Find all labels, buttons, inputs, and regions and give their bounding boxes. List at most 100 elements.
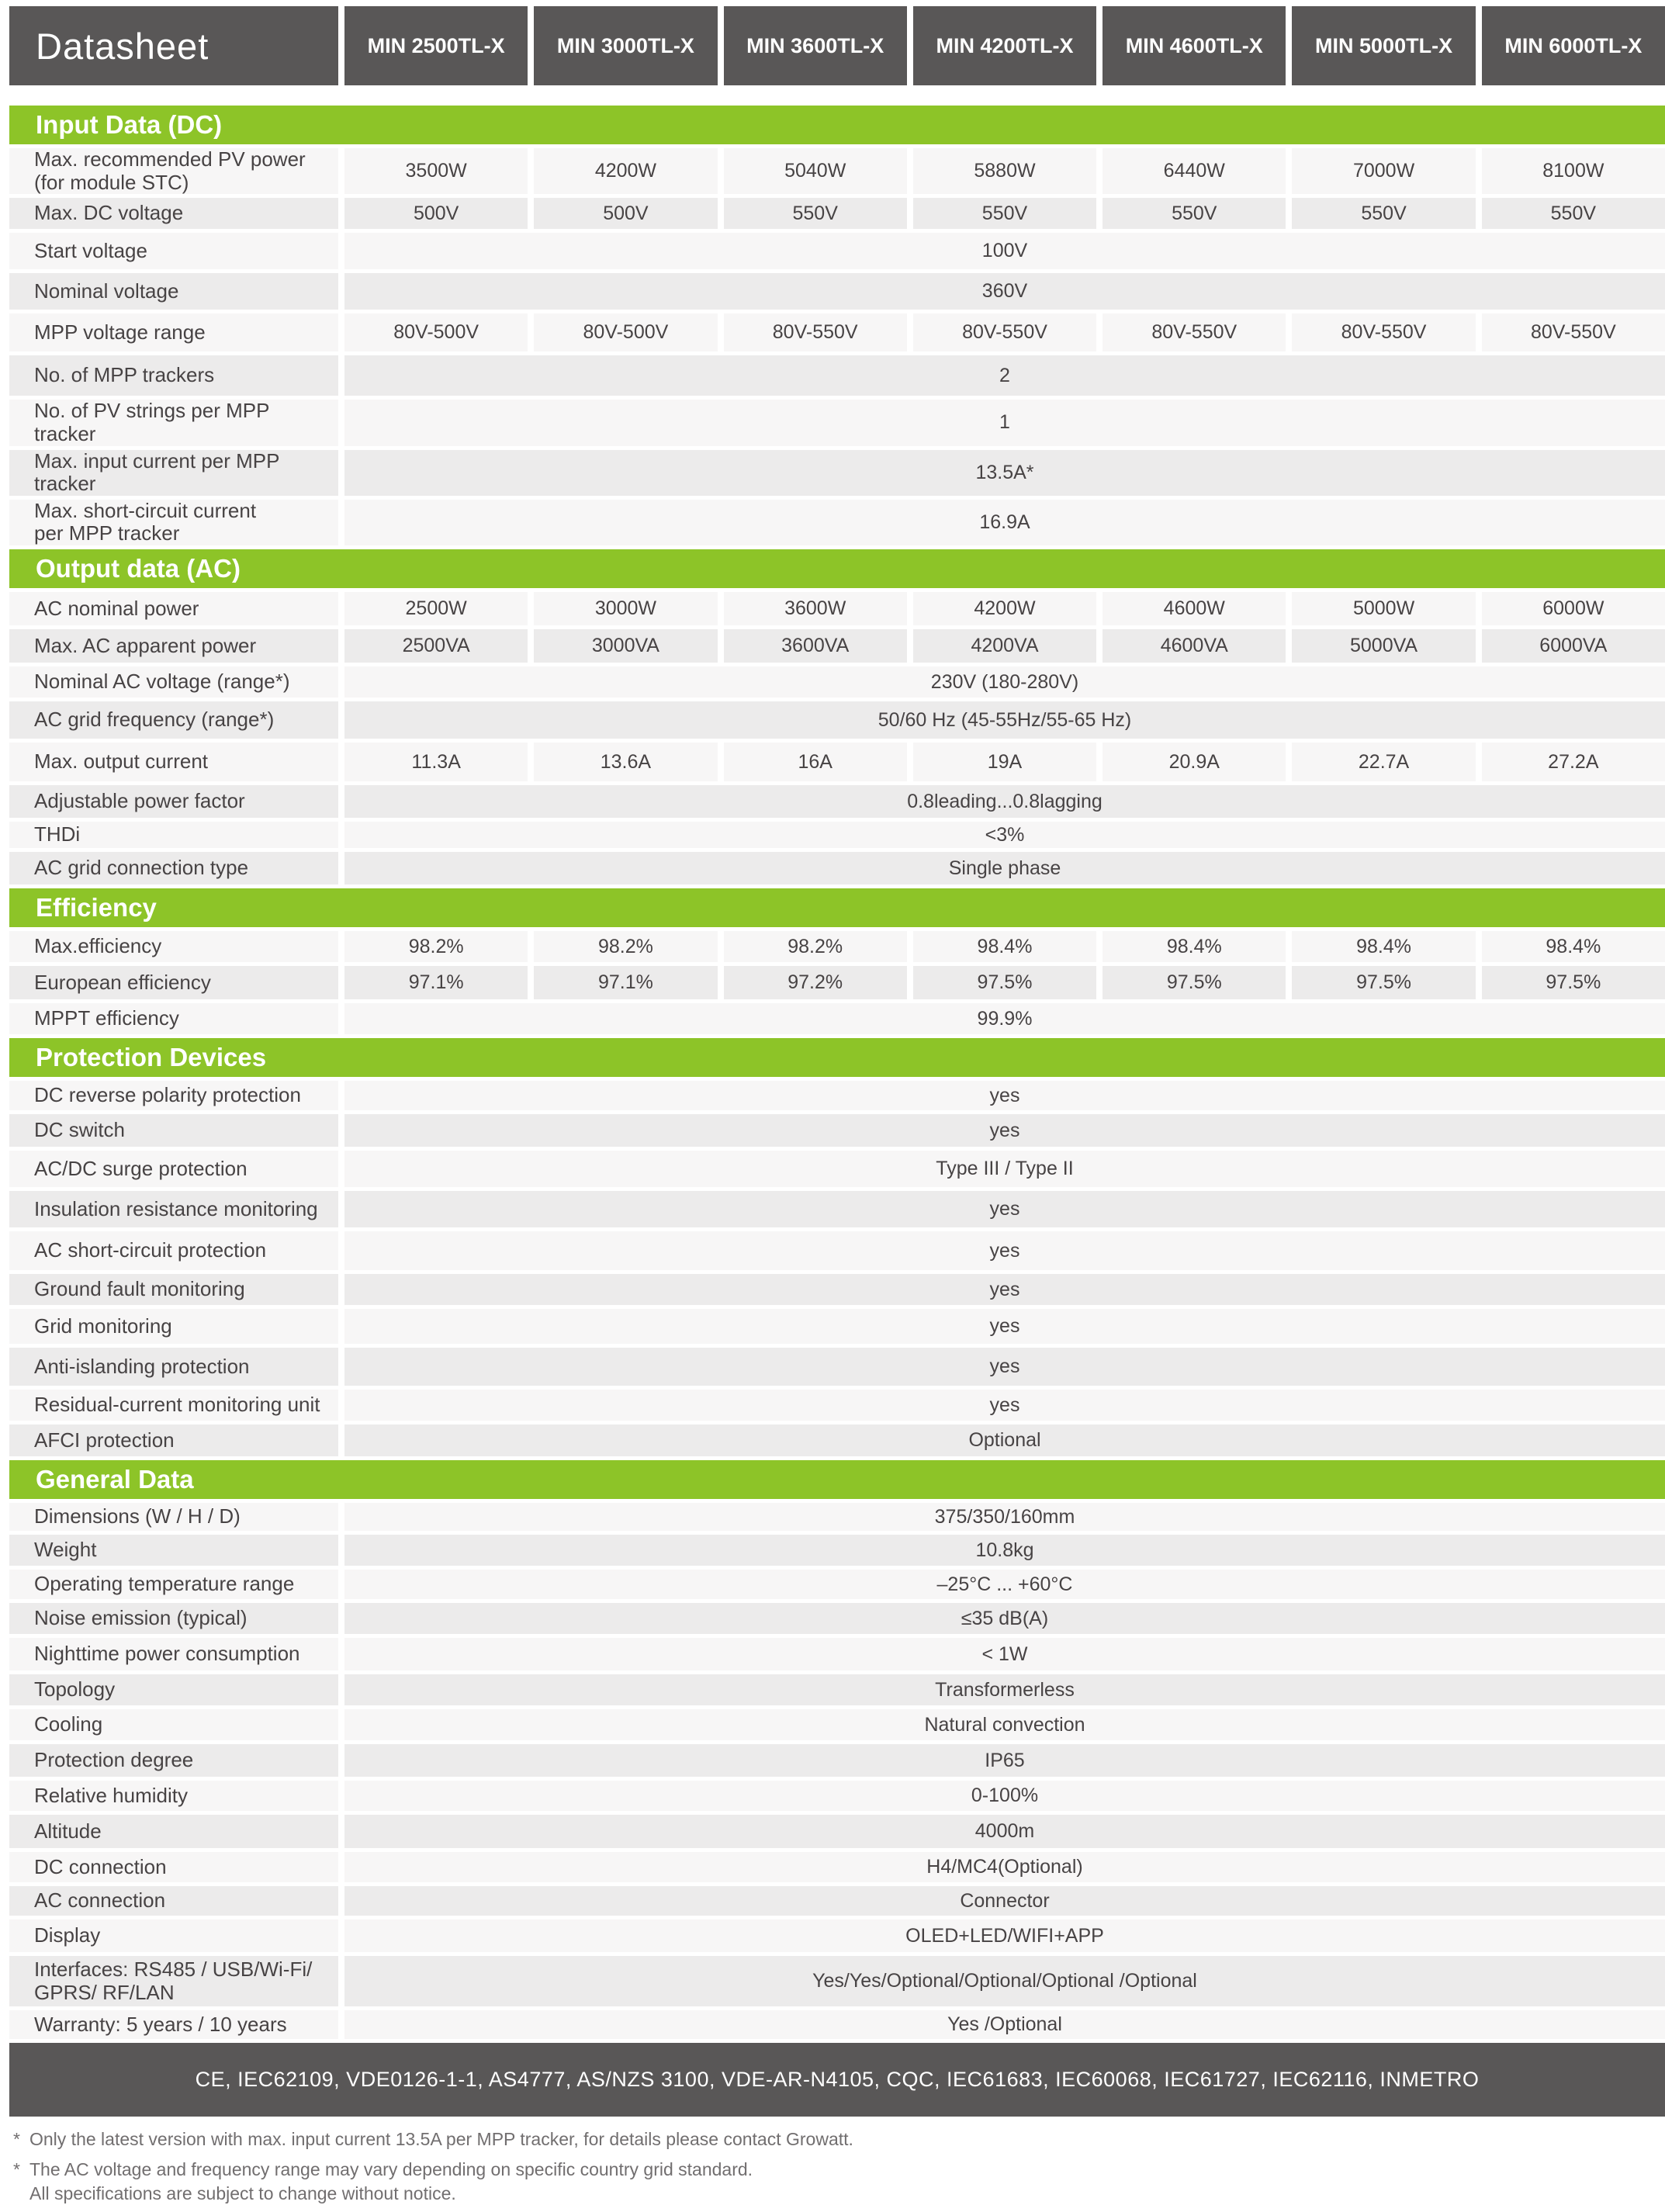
- spec-value: 2500W: [344, 592, 528, 625]
- spec-row: Topology Transformerless: [9, 1674, 1665, 1705]
- spec-row: Altitude 4000m: [9, 1815, 1665, 1848]
- spec-label: Cooling: [9, 1709, 338, 1740]
- spec-value: 80V-550V: [1292, 313, 1476, 352]
- spec-value-span: 230V (180-280V): [344, 666, 1665, 698]
- model-header: MIN 3000TL-X: [534, 6, 718, 85]
- spec-value-span: yes: [344, 1081, 1665, 1110]
- spec-value: 4200W: [534, 148, 718, 195]
- model-header: MIN 3600TL-X: [723, 6, 907, 85]
- spec-row: Nighttime power consumption < 1W: [9, 1638, 1665, 1670]
- spec-value: 80V-550V: [1481, 313, 1665, 352]
- footnote-marker: *: [13, 2159, 20, 2180]
- spec-label: AC nominal power: [9, 592, 338, 625]
- spec-row: DC connection H4/MC4(Optional): [9, 1852, 1665, 1882]
- spec-value: 4600W: [1102, 592, 1286, 625]
- spec-label: Max. input current per MPP tracker: [9, 449, 338, 496]
- spec-label: MPPT efficiency: [9, 1003, 338, 1034]
- spec-row: Adjustable power factor 0.8leading...0.8l…: [9, 785, 1665, 818]
- spec-value: 11.3A: [344, 743, 528, 781]
- spec-value: 20.9A: [1102, 743, 1286, 781]
- spec-value: 98.4%: [1102, 931, 1286, 962]
- spec-value: 500V: [534, 198, 718, 230]
- spec-value: 27.2A: [1481, 743, 1665, 781]
- spec-label: Max. DC voltage: [9, 198, 338, 230]
- footnote: * The AC voltage and frequency range may …: [9, 2158, 1665, 2205]
- spec-row: AC nominal power 2500W 3000W 3600W 4200W 4600…: [9, 592, 1665, 625]
- spec-value-span: 1: [344, 400, 1665, 446]
- spec-row: European efficiency 97.1% 97.1% 97.2% 97.5% 9…: [9, 966, 1665, 999]
- spec-label: AC short-circuit protection: [9, 1231, 338, 1270]
- spec-value: 80V-500V: [344, 313, 528, 352]
- spec-value: 98.4%: [1481, 931, 1665, 962]
- spec-label: AC grid connection type: [9, 852, 338, 884]
- spec-row: Nominal AC voltage (range*) 230V (180-280…: [9, 666, 1665, 698]
- spec-value: 98.4%: [1292, 931, 1476, 962]
- spec-value-span: Yes/Yes/Optional/Optional/Optional /Opti…: [344, 1956, 1665, 2006]
- spec-value: 550V: [1481, 198, 1665, 230]
- spec-value: 8100W: [1481, 148, 1665, 195]
- spec-row: Max.efficiency 98.2% 98.2% 98.2% 98.4% 98.4% 9…: [9, 931, 1665, 962]
- spec-row: AC short-circuit protection yes: [9, 1231, 1665, 1270]
- spec-value: 98.4%: [912, 931, 1097, 962]
- model-header: MIN 6000TL-X: [1481, 6, 1665, 85]
- spec-label: Insulation resistance monitoring: [9, 1191, 338, 1227]
- spec-value: 98.2%: [534, 931, 718, 962]
- spec-value: 97.2%: [723, 966, 907, 999]
- spec-row: Operating temperature range –25°C ... +60…: [9, 1570, 1665, 1599]
- section-header: Output data (AC): [9, 549, 1665, 588]
- spec-value-span: < 1W: [344, 1638, 1665, 1670]
- spec-row: THDi <3%: [9, 822, 1665, 848]
- spec-value-span: Single phase: [344, 852, 1665, 884]
- spec-value: 5040W: [723, 148, 907, 195]
- spec-value-span: Natural convection: [344, 1709, 1665, 1740]
- spec-value-span: 50/60 Hz (45-55Hz/55-65 Hz): [344, 701, 1665, 739]
- spec-value: 3600W: [723, 592, 907, 625]
- spec-label: DC reverse polarity protection: [9, 1081, 338, 1110]
- spec-value: 3000VA: [534, 629, 718, 663]
- spec-value-span: yes: [344, 1274, 1665, 1305]
- spec-value-span: IP65: [344, 1744, 1665, 1777]
- spec-value-span: 13.5A*: [344, 449, 1665, 496]
- spec-value: 3000W: [534, 592, 718, 625]
- spec-row: Max. DC voltage 500V 500V 550V 550V 550V 550V 5…: [9, 198, 1665, 230]
- certifications-bar: CE, IEC62109, VDE0126-1-1, AS4777, AS/NZ…: [9, 2043, 1665, 2117]
- spec-row: DC switch yes: [9, 1114, 1665, 1147]
- spec-value: 4200W: [912, 592, 1097, 625]
- spec-row: No. of PV strings per MPP tracker 1: [9, 399, 1665, 446]
- spec-row: Display OLED+LED/WIFI+APP: [9, 1919, 1665, 1952]
- spec-row: Max. output current 11.3A 13.6A 16A 19A 20.9A…: [9, 743, 1665, 781]
- spec-row: Noise emission (typical) ≤35 dB(A): [9, 1603, 1665, 1634]
- spec-value: 80V-550V: [912, 313, 1097, 352]
- spec-row: AC/DC surge protection Type III / Type II: [9, 1151, 1665, 1187]
- spec-row: AC grid connection type Single phase: [9, 852, 1665, 884]
- spec-label: Max.efficiency: [9, 931, 338, 962]
- spec-value-span: 10.8kg: [344, 1535, 1665, 1566]
- spec-label: Interfaces: RS485 / USB/Wi-Fi/ GPRS/ RF/…: [9, 1956, 338, 2006]
- spec-value: 13.6A: [534, 743, 718, 781]
- spec-row: Nominal voltage 360V: [9, 273, 1665, 310]
- model-header: MIN 4600TL-X: [1102, 6, 1286, 85]
- spec-label: Max. short-circuit current per MPP track…: [9, 499, 338, 545]
- spec-value: 97.5%: [1102, 966, 1286, 999]
- spec-label: European efficiency: [9, 966, 338, 999]
- spec-value-span: yes: [344, 1114, 1665, 1147]
- footnotes: * Only the latest version with max. input…: [9, 2127, 1665, 2205]
- spec-row: Start voltage 100V: [9, 233, 1665, 270]
- section-header: Protection Devices: [9, 1038, 1665, 1077]
- spec-value-span: 100V: [344, 233, 1665, 270]
- spec-value-span: Type III / Type II: [344, 1151, 1665, 1187]
- spec-label: Max. output current: [9, 743, 338, 781]
- spec-row: Interfaces: RS485 / USB/Wi-Fi/ GPRS/ RF/…: [9, 1956, 1665, 2006]
- spec-label: Grid monitoring: [9, 1309, 338, 1344]
- spec-value-span: ≤35 dB(A): [344, 1603, 1665, 1634]
- spec-value: 3500W: [344, 148, 528, 195]
- spec-label: Ground fault monitoring: [9, 1274, 338, 1305]
- footnote-text: Only the latest version with max. input …: [29, 2127, 853, 2151]
- spec-value: 22.7A: [1292, 743, 1476, 781]
- model-header: MIN 2500TL-X: [344, 6, 528, 85]
- spec-row: MPPT efficiency 99.9%: [9, 1003, 1665, 1034]
- spec-value: 19A: [912, 743, 1097, 781]
- spec-value: 98.2%: [344, 931, 528, 962]
- datasheet-page: Datasheet MIN 2500TL-X MIN 3000TL-X MIN 36…: [9, 6, 1665, 2205]
- spec-value-span: yes: [344, 1390, 1665, 1421]
